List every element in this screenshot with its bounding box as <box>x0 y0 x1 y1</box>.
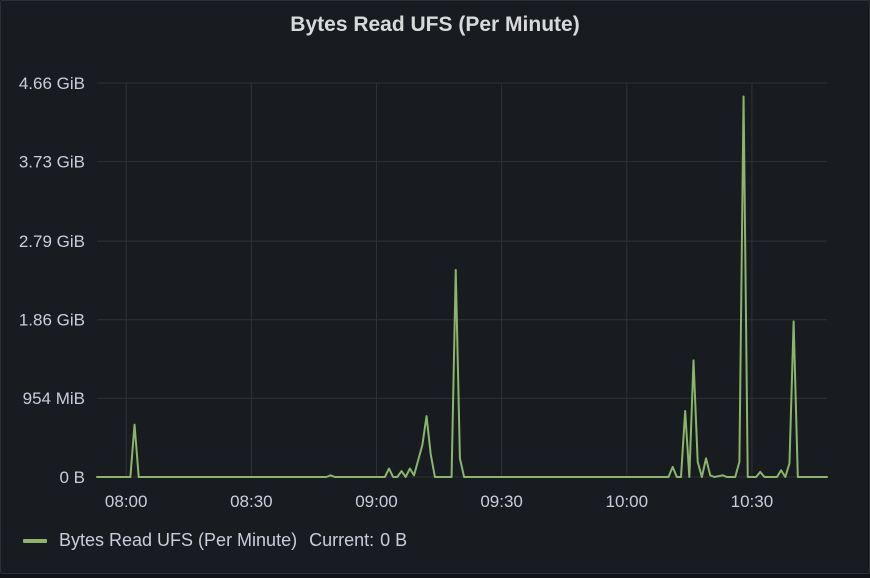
y-tick-label: 0 B <box>59 468 85 487</box>
x-tick-label: 08:00 <box>105 492 148 511</box>
y-tick-label: 4.66 GiB <box>19 74 85 93</box>
x-tick-label: 10:30 <box>731 492 774 511</box>
y-axis: 0 B 954 MiB 1.86 GiB 2.79 GiB 3.73 GiB 4.66 G… <box>19 74 85 487</box>
y-tick-label: 3.73 GiB <box>19 153 85 172</box>
panel-title[interactable]: Bytes Read UFS (Per Minute) <box>290 13 580 36</box>
x-axis: 08:00 08:30 09:00 09:30 10:00 10:30 <box>105 492 773 511</box>
y-tick-label: 2.79 GiB <box>19 232 85 251</box>
series-layer <box>96 95 828 478</box>
legend-current-value: 0 B <box>380 530 408 550</box>
series-line[interactable] <box>96 95 828 478</box>
legend-current-label: Current: <box>309 530 375 550</box>
x-tick-label: 10:00 <box>605 492 648 511</box>
chart-grid <box>97 82 827 478</box>
x-tick-label: 09:30 <box>480 492 523 511</box>
legend-series-name[interactable]: Bytes Read UFS (Per Minute) <box>59 530 298 550</box>
y-tick-label: 1.86 GiB <box>19 311 85 330</box>
x-tick-label: 09:00 <box>355 492 398 511</box>
y-tick-label: 954 MiB <box>23 389 85 408</box>
page-bottom-strip <box>0 574 870 578</box>
x-tick-label: 08:30 <box>230 492 273 511</box>
legend[interactable]: Bytes Read UFS (Per Minute) Current: 0 B <box>23 530 407 551</box>
legend-swatch <box>23 538 47 543</box>
